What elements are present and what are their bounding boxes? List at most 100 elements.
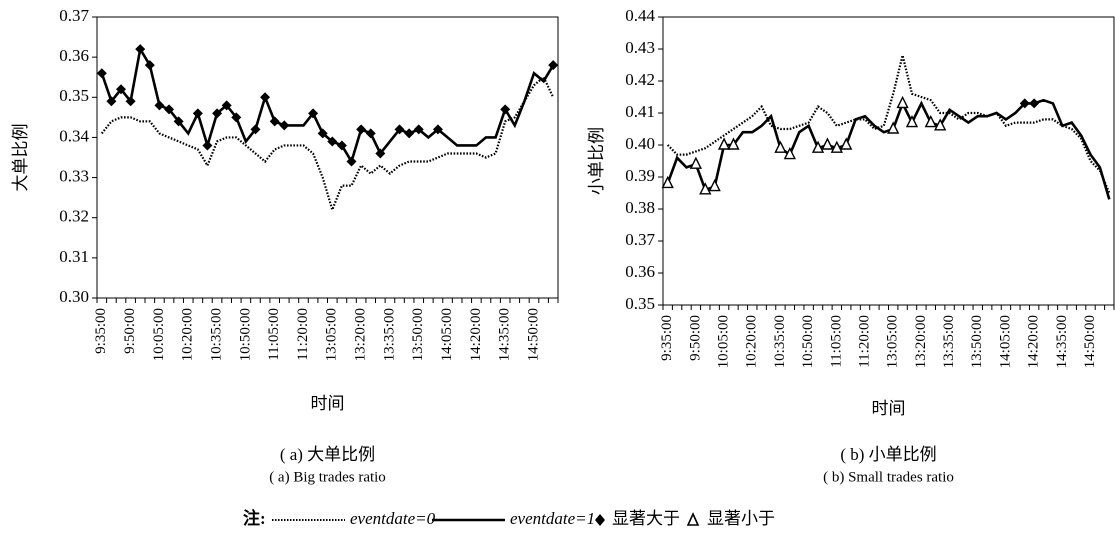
x-tick-label: 10:05:00 — [151, 308, 167, 361]
x-tick-label: 11:05:00 — [828, 315, 844, 368]
y-tick-label: 0.42 — [625, 70, 655, 89]
plot-frame — [662, 16, 1115, 306]
x-tick-label: 13:50:00 — [410, 308, 426, 361]
legend-triangle — [686, 512, 700, 526]
y-tick-label: 0.35 — [59, 86, 89, 105]
diamond-marker — [413, 124, 424, 135]
y-tick-label: 0.38 — [625, 198, 655, 217]
x-tick-label: 11:20:00 — [295, 308, 311, 361]
y-tick-label: 0.37 — [59, 6, 89, 25]
y-tick-label: 0.44 — [625, 6, 655, 25]
x-tick-label: 10:05:00 — [716, 315, 732, 368]
y-tick-label: 0.31 — [59, 247, 89, 266]
diamond-marker — [221, 100, 232, 111]
x-tick-label: 10:20:00 — [180, 308, 196, 361]
triangle-marker — [811, 140, 825, 153]
x-tick-label: 9:35:00 — [93, 308, 109, 354]
legend-label: 显著小于 — [707, 509, 775, 528]
x-tick-label: 13:20:00 — [913, 315, 929, 368]
y-tick-label: 0.36 — [625, 262, 655, 281]
x-tick-label: 14:35:00 — [1054, 315, 1070, 368]
y-tick-label: 0.41 — [625, 102, 655, 121]
x-tick-label: 10:50:00 — [800, 315, 816, 368]
diamond-marker — [279, 120, 290, 131]
y-tick-label: 0.36 — [59, 46, 89, 65]
triangle-marker — [717, 137, 731, 150]
legend-note: 注: — [243, 508, 266, 528]
legend-label: eventdate=1 — [510, 509, 595, 528]
x-tick-label: 10:50:00 — [237, 308, 253, 361]
x-tick-label: 14:05:00 — [439, 308, 455, 361]
triangle-marker — [924, 115, 937, 128]
diamond-marker — [250, 124, 261, 135]
diamond-marker — [125, 96, 136, 107]
y-axis-label: 大单比例 — [11, 124, 30, 192]
diamond-marker — [548, 60, 559, 71]
diamond-marker — [106, 96, 117, 107]
x-axis-label: 时间 — [872, 399, 906, 418]
triangle-marker — [830, 140, 843, 153]
diamond-marker — [356, 124, 367, 135]
y-axis-label: 小单比例 — [587, 127, 606, 195]
diamond-marker — [173, 116, 184, 127]
legend-label: eventdate=0 — [350, 509, 436, 528]
triangle-marker — [661, 175, 674, 189]
x-tick-label: 10:35:00 — [772, 315, 788, 368]
solid-line — [666, 98, 1111, 200]
chart-subtitle: ( b) Small trades ratio — [823, 469, 954, 485]
y-tick-label: 0.35 — [625, 294, 655, 313]
x-tick-label: 14:35:00 — [497, 308, 513, 361]
triangle-marker — [699, 182, 712, 195]
legend-diamond — [595, 514, 605, 526]
y-tick-label: 0.34 — [59, 126, 89, 145]
y-tick-label: 0.43 — [625, 38, 655, 57]
diamond-marker — [135, 44, 146, 55]
y-tick-label: 0.33 — [59, 166, 89, 185]
legend-label: 显著大于 — [612, 509, 680, 528]
x-tick-label: 14:05:00 — [997, 315, 1013, 368]
diamond-marker — [192, 108, 203, 119]
triangle-marker — [821, 137, 834, 150]
diamond-marker — [346, 156, 357, 167]
x-tick-label: 13:20:00 — [353, 308, 369, 361]
x-tick-label: 14:20:00 — [468, 308, 484, 361]
x-tick-label: 9:50:00 — [687, 315, 703, 361]
diamond-marker — [404, 128, 415, 139]
x-axis-label: 时间 — [311, 394, 345, 413]
triangle-marker — [727, 137, 740, 150]
x-tick-label: 13:50:00 — [969, 315, 985, 368]
diamond-marker — [1029, 98, 1040, 109]
y-tick-label: 0.30 — [59, 287, 89, 306]
diamond-marker — [336, 140, 347, 151]
diamond-marker — [116, 84, 127, 95]
diamond-marker — [164, 104, 175, 115]
chart-title: ( a) 大单比例 — [280, 445, 375, 464]
x-tick-label: 11:20:00 — [856, 315, 872, 368]
chart-subtitle: ( a) Big trades ratio — [269, 469, 386, 485]
diamond-marker — [96, 68, 107, 79]
x-tick-label: 10:20:00 — [744, 315, 760, 368]
triangle-marker — [896, 95, 909, 109]
diamond-marker — [327, 136, 338, 147]
diamond-marker — [500, 104, 511, 115]
triangle-marker — [783, 147, 796, 160]
diamond-marker — [202, 140, 213, 151]
triangle-marker — [934, 118, 947, 131]
diamond-marker — [432, 124, 443, 135]
diamond-marker — [231, 112, 242, 123]
triangle-marker — [708, 179, 721, 192]
x-tick-label: 10:35:00 — [208, 308, 224, 361]
diamond-marker — [365, 128, 376, 139]
triangle-marker — [689, 156, 703, 169]
x-tick-label: 9:50:00 — [122, 308, 138, 354]
y-tick-label: 0.40 — [625, 134, 655, 153]
x-tick-label: 13:35:00 — [381, 308, 397, 361]
diamond-marker — [375, 148, 386, 159]
dotted-line — [666, 55, 1111, 194]
dotted-line — [100, 75, 555, 214]
diamond-marker — [154, 100, 165, 111]
x-tick-label: 11:05:00 — [266, 308, 282, 361]
plot-frame — [96, 16, 559, 299]
diamond-marker — [144, 60, 155, 71]
